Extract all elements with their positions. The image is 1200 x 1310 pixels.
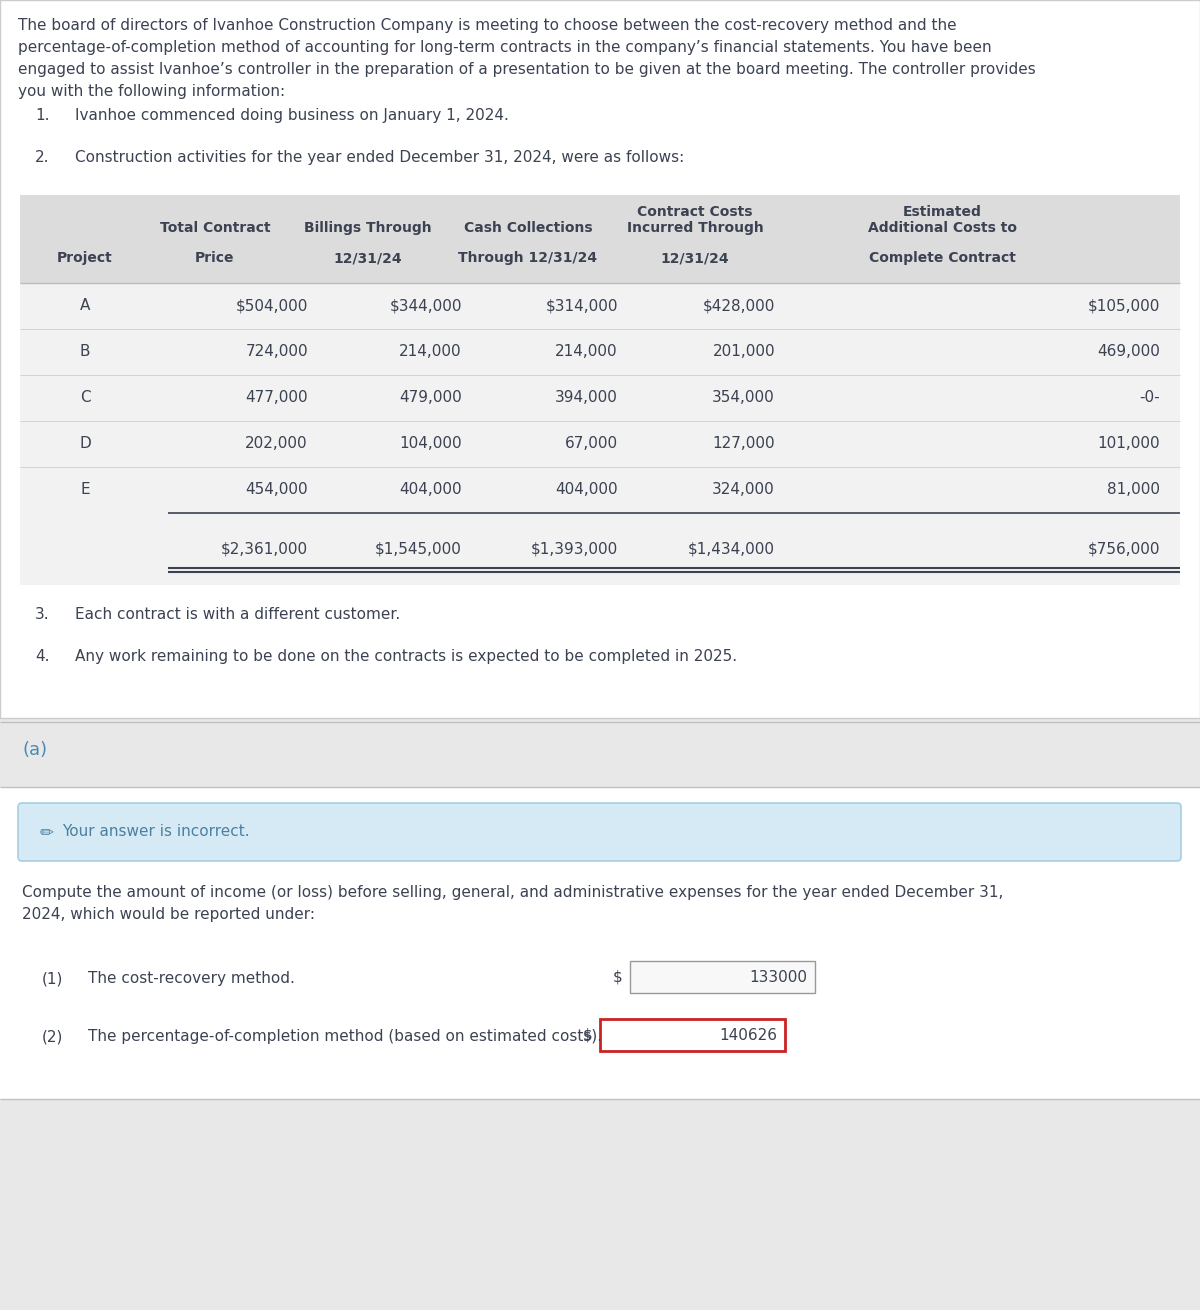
Text: 404,000: 404,000 bbox=[400, 482, 462, 498]
Text: Through 12/31/24: Through 12/31/24 bbox=[458, 252, 598, 265]
Text: Cash Collections: Cash Collections bbox=[463, 221, 593, 234]
Text: $2,361,000: $2,361,000 bbox=[221, 541, 308, 557]
Text: $105,000: $105,000 bbox=[1087, 299, 1160, 313]
Text: E: E bbox=[80, 482, 90, 498]
Text: Billings Through: Billings Through bbox=[304, 221, 432, 234]
Text: A: A bbox=[80, 299, 90, 313]
Text: Each contract is with a different customer.: Each contract is with a different custom… bbox=[74, 607, 401, 622]
Text: $314,000: $314,000 bbox=[546, 299, 618, 313]
Text: $344,000: $344,000 bbox=[390, 299, 462, 313]
Text: 2.: 2. bbox=[35, 151, 49, 165]
Text: 479,000: 479,000 bbox=[400, 390, 462, 406]
Bar bbox=[0, 724, 1200, 787]
Text: Project: Project bbox=[58, 252, 113, 265]
Bar bbox=[20, 195, 1180, 586]
Text: ✏: ✏ bbox=[40, 823, 54, 841]
Text: 477,000: 477,000 bbox=[245, 390, 308, 406]
Bar bbox=[0, 0, 1200, 718]
Text: The cost-recovery method.: The cost-recovery method. bbox=[88, 971, 295, 986]
Text: Any work remaining to be done on the contracts is expected to be completed in 20: Any work remaining to be done on the con… bbox=[74, 648, 737, 664]
Text: 214,000: 214,000 bbox=[400, 345, 462, 359]
Text: 133000: 133000 bbox=[749, 969, 808, 985]
Text: 4.: 4. bbox=[35, 648, 49, 664]
FancyBboxPatch shape bbox=[18, 803, 1181, 861]
Text: 127,000: 127,000 bbox=[713, 436, 775, 452]
Text: Additional Costs to: Additional Costs to bbox=[868, 221, 1016, 234]
Text: 454,000: 454,000 bbox=[245, 482, 308, 498]
Text: $1,434,000: $1,434,000 bbox=[688, 541, 775, 557]
Text: 394,000: 394,000 bbox=[556, 390, 618, 406]
Text: 214,000: 214,000 bbox=[556, 345, 618, 359]
Text: 404,000: 404,000 bbox=[556, 482, 618, 498]
Text: 12/31/24: 12/31/24 bbox=[661, 252, 730, 265]
Text: Incurred Through: Incurred Through bbox=[626, 221, 763, 234]
Text: (2): (2) bbox=[42, 1028, 64, 1044]
Text: 354,000: 354,000 bbox=[713, 390, 775, 406]
Text: Your answer is incorrect.: Your answer is incorrect. bbox=[62, 824, 250, 840]
Bar bbox=[0, 0, 1200, 718]
Bar bbox=[630, 962, 815, 993]
Text: B: B bbox=[79, 345, 90, 359]
Text: Compute the amount of income (or loss) before selling, general, and administrati: Compute the amount of income (or loss) b… bbox=[22, 886, 1003, 900]
Bar bbox=[20, 195, 1180, 283]
Text: 1.: 1. bbox=[35, 107, 49, 123]
Text: 140626: 140626 bbox=[719, 1027, 778, 1043]
Text: Construction activities for the year ended December 31, 2024, were as follows:: Construction activities for the year end… bbox=[74, 151, 684, 165]
Text: Contract Costs: Contract Costs bbox=[637, 204, 752, 219]
Text: $1,393,000: $1,393,000 bbox=[530, 541, 618, 557]
Text: $504,000: $504,000 bbox=[235, 299, 308, 313]
Text: 3.: 3. bbox=[35, 607, 49, 622]
Text: 724,000: 724,000 bbox=[245, 345, 308, 359]
Text: 101,000: 101,000 bbox=[1097, 436, 1160, 452]
Text: 104,000: 104,000 bbox=[400, 436, 462, 452]
Bar bbox=[0, 787, 1200, 1310]
Text: $428,000: $428,000 bbox=[703, 299, 775, 313]
Bar bbox=[600, 1019, 785, 1051]
Text: Price: Price bbox=[196, 252, 235, 265]
Text: -0-: -0- bbox=[1139, 390, 1160, 406]
Text: The percentage-of-completion method (based on estimated costs).: The percentage-of-completion method (bas… bbox=[88, 1028, 602, 1044]
Text: Ivanhoe commenced doing business on January 1, 2024.: Ivanhoe commenced doing business on Janu… bbox=[74, 107, 509, 123]
Text: (a): (a) bbox=[22, 741, 47, 758]
Text: The board of directors of Ivanhoe Construction Company is meeting to choose betw: The board of directors of Ivanhoe Constr… bbox=[18, 18, 956, 33]
Text: 12/31/24: 12/31/24 bbox=[334, 252, 402, 265]
Text: 324,000: 324,000 bbox=[713, 482, 775, 498]
Text: Estimated: Estimated bbox=[902, 204, 982, 219]
Text: $1,545,000: $1,545,000 bbox=[376, 541, 462, 557]
Text: 202,000: 202,000 bbox=[245, 436, 308, 452]
Text: $756,000: $756,000 bbox=[1087, 541, 1160, 557]
Text: engaged to assist Ivanhoe’s controller in the preparation of a presentation to b: engaged to assist Ivanhoe’s controller i… bbox=[18, 62, 1036, 77]
Text: $: $ bbox=[582, 1027, 592, 1043]
Text: percentage-of-completion method of accounting for long-term contracts in the com: percentage-of-completion method of accou… bbox=[18, 41, 991, 55]
Text: Total Contract: Total Contract bbox=[160, 221, 270, 234]
Bar bbox=[0, 1099, 1200, 1310]
Text: 2024, which would be reported under:: 2024, which would be reported under: bbox=[22, 907, 314, 922]
Text: 201,000: 201,000 bbox=[713, 345, 775, 359]
Text: 67,000: 67,000 bbox=[565, 436, 618, 452]
Text: (1): (1) bbox=[42, 971, 64, 986]
Text: you with the following information:: you with the following information: bbox=[18, 84, 286, 100]
Text: Complete Contract: Complete Contract bbox=[869, 252, 1015, 265]
Text: 81,000: 81,000 bbox=[1108, 482, 1160, 498]
Text: D: D bbox=[79, 436, 91, 452]
Text: 469,000: 469,000 bbox=[1097, 345, 1160, 359]
Text: C: C bbox=[79, 390, 90, 406]
Text: $: $ bbox=[612, 969, 622, 985]
